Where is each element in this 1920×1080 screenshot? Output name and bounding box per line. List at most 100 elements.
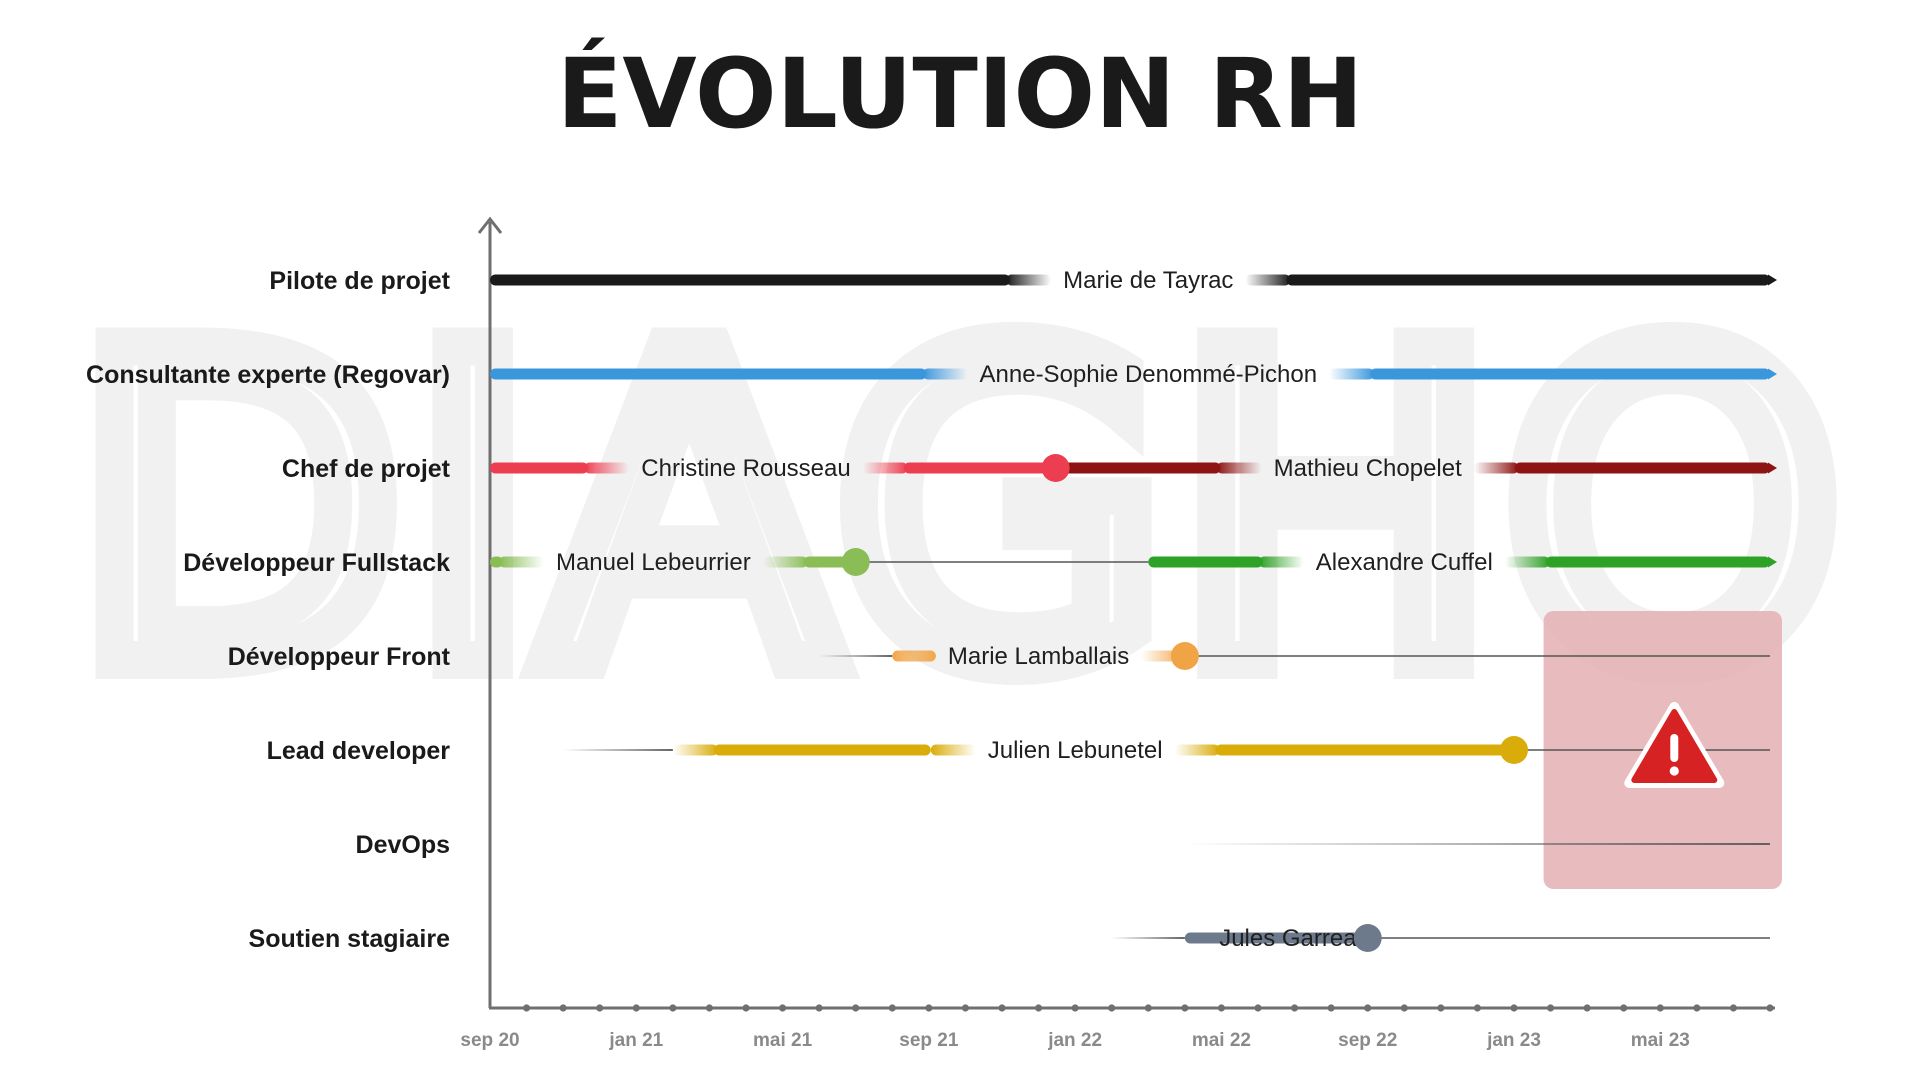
bar-fade-out-julien-lebunetel — [930, 744, 976, 756]
x-axis-minor-ticks — [522, 1004, 1774, 1012]
x-minor-tick — [1254, 1004, 1262, 1012]
x-minor-tick — [559, 1004, 567, 1012]
end-marker-marie-lamballais — [1170, 642, 1199, 670]
bar-fade-out-alexandre-cuffel — [1258, 556, 1304, 568]
x-minor-tick — [1144, 1004, 1152, 1012]
x-minor-tick — [1473, 1004, 1482, 1012]
timeline-bars — [490, 274, 1777, 944]
x-tick-label: sep 21 — [899, 1030, 959, 1051]
warning-icons — [1624, 702, 1725, 788]
role-label-lead-developer: Lead developer — [267, 737, 451, 765]
bar-julien-lebunetel — [1215, 744, 1514, 756]
x-minor-tick — [596, 1004, 604, 1012]
y-axis-arrow — [477, 216, 503, 234]
x-minor-tick — [1034, 1004, 1043, 1012]
lead-line-julien-lebunetel — [563, 749, 673, 751]
bar-jules-garreau — [1184, 932, 1368, 944]
end-markers — [841, 454, 1528, 952]
bar-fade-in-marie-de-tayrac — [1245, 274, 1291, 286]
bar-mathieu-chopelet — [1055, 462, 1221, 474]
x-minor-tick — [1729, 1004, 1738, 1012]
end-marker-manuel-lebeurrier — [841, 548, 870, 576]
x-minor-tick — [522, 1004, 531, 1012]
x-minor-tick — [815, 1004, 823, 1012]
x-minor-tick — [705, 1004, 714, 1012]
role-label-chef-de-projet: Chef de projet — [282, 455, 451, 483]
x-tick-label: jan 22 — [1047, 1030, 1102, 1051]
bar-fade-in-christine-rousseau — [862, 462, 908, 474]
x-minor-tick — [1510, 1004, 1518, 1012]
warning-triangle-icon — [1624, 702, 1725, 788]
lead-line-marie-lamballais — [819, 655, 893, 657]
bar-marie-de-tayrac — [490, 274, 1011, 286]
bar-fade-out-marie-de-tayrac — [1006, 274, 1052, 286]
role-label-soutien-stagiaire: Soutien stagiaire — [249, 925, 451, 953]
x-minor-tick — [1071, 1004, 1079, 1012]
end-marker-julien-lebunetel — [1500, 736, 1528, 764]
bar-fade-in-julien-lebunetel — [1174, 744, 1220, 756]
axes — [477, 216, 1775, 1010]
person-label-mathieu-chopelet: Mathieu Chopelet — [1274, 455, 1462, 482]
x-minor-tick — [1766, 1004, 1774, 1012]
x-minor-tick — [888, 1004, 896, 1012]
bar-fade-in-anne-sophie-denomme-pichon — [1329, 368, 1375, 380]
x-minor-tick — [1693, 1004, 1701, 1012]
person-label-marie-lamballais: Marie Lamballais — [948, 643, 1129, 670]
bar-fade-in-julien-lebunetel — [672, 744, 718, 756]
bar-mathieu-chopelet — [1514, 462, 1770, 474]
role-labels: Pilote de projet Consultante experte (Reg… — [86, 267, 451, 953]
person-label-jules-garreau: Jules Garreau — [1219, 925, 1370, 952]
bar-anne-sophie-denomme-pichon — [1370, 368, 1770, 380]
end-marker-jules-garreau — [1353, 924, 1382, 952]
bar-fade-out-mathieu-chopelet — [1216, 462, 1262, 474]
x-minor-tick — [1400, 1004, 1408, 1012]
x-minor-tick — [998, 1004, 1006, 1012]
x-minor-tick — [1546, 1004, 1555, 1012]
bar-alexandre-cuffel — [1545, 556, 1770, 568]
bar-marie-de-tayrac — [1286, 274, 1770, 286]
bar-fade-out-anne-sophie-denomme-pichon — [922, 368, 968, 380]
role-label-pilote-de-projet: Pilote de projet — [269, 267, 450, 295]
bar-arrow-anne-sophie-denomme-pichon — [1768, 368, 1777, 380]
x-minor-tick — [1290, 1004, 1299, 1012]
x-minor-tick — [1364, 1004, 1372, 1012]
bar-fade-in-mathieu-chopelet — [1473, 462, 1519, 474]
person-label-alexandre-cuffel: Alexandre Cuffel — [1316, 549, 1493, 576]
x-minor-tick — [1217, 1004, 1226, 1012]
x-tick-label: mai 23 — [1631, 1030, 1690, 1051]
x-minor-tick — [961, 1004, 970, 1012]
bar-christine-rousseau — [903, 462, 1056, 474]
person-label-anne-sophie-denomme-pichon: Anne-Sophie Denommé-Pichon — [980, 361, 1318, 388]
x-minor-tick — [1620, 1004, 1628, 1012]
x-minor-tick — [778, 1004, 787, 1012]
bar-arrow-mathieu-chopelet — [1768, 462, 1777, 474]
x-minor-tick — [742, 1004, 750, 1012]
bar-alexandre-cuffel — [1148, 556, 1263, 568]
bar-fade-in-alexandre-cuffel — [1504, 556, 1550, 568]
x-minor-tick — [1437, 1004, 1445, 1012]
person-label-christine-rousseau: Christine Rousseau — [641, 455, 850, 482]
person-label-manuel-lebeurrier: Manuel Lebeurrier — [556, 549, 751, 576]
person-label-julien-lebunetel: Julien Lebunetel — [988, 737, 1163, 764]
x-tick-label: jan 23 — [1486, 1030, 1541, 1051]
bar-arrow-alexandre-cuffel — [1768, 556, 1777, 568]
role-label-consultante-experte-regovar: Consultante experte (Regovar) — [86, 361, 450, 389]
bar-fade-out-marie-lamballais — [892, 650, 936, 662]
end-marker-christine-rousseau — [1041, 454, 1070, 482]
role-label-developpeur-front: Développeur Front — [228, 643, 451, 671]
x-minor-tick — [1108, 1004, 1116, 1012]
bar-fade-out-manuel-lebeurrier — [498, 556, 544, 568]
x-minor-tick — [669, 1004, 677, 1012]
x-tick-label: mai 22 — [1192, 1030, 1251, 1051]
bar-julien-lebunetel — [713, 744, 931, 756]
x-minor-tick — [1327, 1004, 1335, 1012]
x-axis-tick-labels: sep 20 jan 21 mai 21 sep 21 jan 22 mai 22 sep … — [460, 1030, 1689, 1051]
x-minor-tick — [852, 1004, 860, 1012]
bar-arrow-marie-de-tayrac — [1768, 274, 1777, 286]
bar-anne-sophie-denomme-pichon — [490, 368, 927, 380]
x-tick-label: sep 20 — [460, 1030, 519, 1051]
lead-line-jules-garreau — [1111, 937, 1185, 939]
chart-title: ÉVOLUTION RH — [557, 37, 1363, 150]
thin-line-devops — [1184, 843, 1770, 845]
